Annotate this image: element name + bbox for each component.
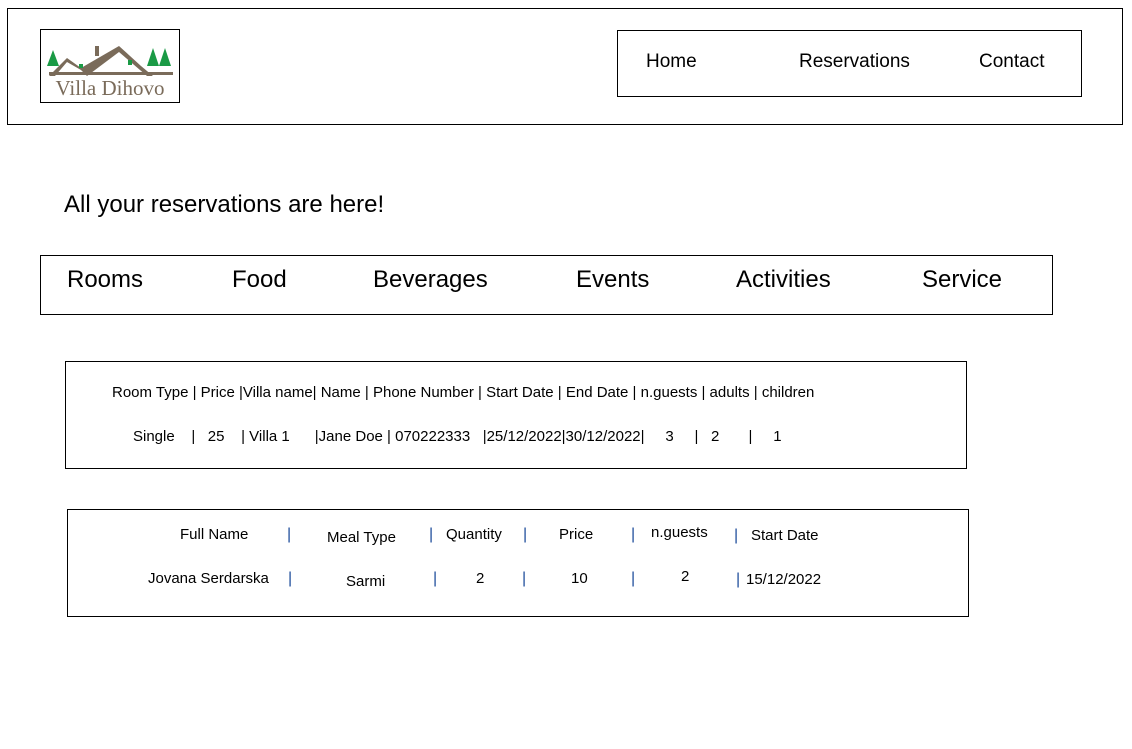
separator: | xyxy=(736,571,741,588)
tab-events[interactable]: Events xyxy=(576,266,650,293)
rooms-table-row: Single | 25 | Villa 1 |Jane Doe | 070222… xyxy=(133,428,782,445)
tab-service[interactable]: Service xyxy=(922,266,1003,293)
cell-meal-type: Sarmi xyxy=(346,573,386,590)
header-meal-type: Meal Type xyxy=(327,529,396,546)
header-quantity: Quantity xyxy=(446,526,502,543)
header-bar xyxy=(7,8,1123,125)
header-full-name: Full Name xyxy=(180,526,249,543)
main-nav xyxy=(617,30,1082,97)
separator: | xyxy=(631,526,636,543)
rooms-reservation-table xyxy=(65,361,967,469)
tab-activities[interactable]: Activities xyxy=(736,266,831,293)
separator: | xyxy=(433,570,438,587)
cell-quantity: 2 xyxy=(476,570,485,587)
separator: | xyxy=(288,570,293,587)
category-tabs xyxy=(40,255,1053,315)
cell-start-date: 15/12/2022 xyxy=(746,571,822,588)
cell-full-name: Jovana Serdarska xyxy=(148,570,269,587)
header-n-guests: n.guests xyxy=(651,524,708,541)
separator: | xyxy=(287,526,292,543)
tab-beverages[interactable]: Beverages xyxy=(373,266,488,293)
separator: | xyxy=(631,570,636,587)
logo-text: Villa Dihovo xyxy=(55,76,165,100)
separator: | xyxy=(734,527,739,544)
tab-rooms[interactable]: Rooms xyxy=(67,266,144,293)
nav-home[interactable]: Home xyxy=(646,51,697,72)
logo[interactable]: Villa Dihovo xyxy=(40,29,180,103)
nav-contact[interactable]: Contact xyxy=(979,51,1045,72)
food-reservation-table xyxy=(67,509,969,617)
rooms-table-header: Room Type | Price |Villa name| Name | Ph… xyxy=(112,384,815,401)
villa-roof-icon xyxy=(47,46,173,76)
separator: | xyxy=(522,570,527,587)
separator: | xyxy=(429,526,434,543)
page-title: All your reservations are here! xyxy=(64,191,385,218)
tab-food[interactable]: Food xyxy=(232,266,287,293)
separator: | xyxy=(523,526,528,543)
cell-price: 10 xyxy=(571,570,588,587)
header-price: Price xyxy=(559,526,594,543)
cell-n-guests: 2 xyxy=(681,568,690,585)
nav-reservations[interactable]: Reservations xyxy=(799,51,910,72)
header-start-date: Start Date xyxy=(751,527,819,544)
